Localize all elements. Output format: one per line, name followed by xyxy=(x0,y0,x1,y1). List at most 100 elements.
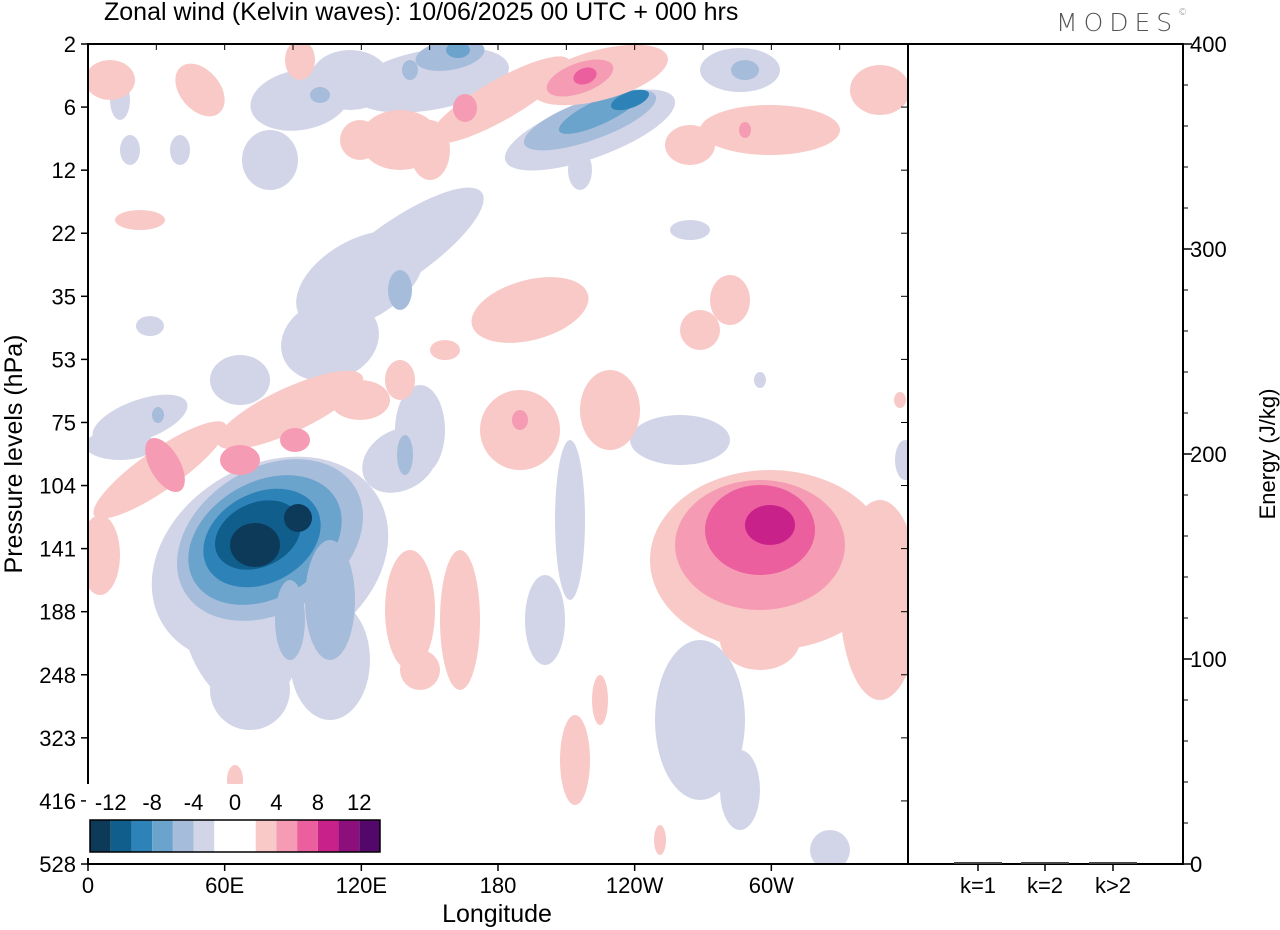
energy-bars xyxy=(954,862,1137,864)
energy-bar xyxy=(1089,862,1137,864)
energy-category-label: k>2 xyxy=(1095,873,1131,898)
contour-region xyxy=(680,310,720,350)
brand-logo: MODES© xyxy=(1056,8,1188,37)
energy-category-label: k=2 xyxy=(1027,873,1063,898)
contour-region xyxy=(592,675,608,725)
contour-region xyxy=(895,440,908,480)
colorbar-swatch xyxy=(110,820,132,852)
contour-region xyxy=(284,504,312,532)
energy-bar xyxy=(954,862,1002,864)
colorbar-swatch xyxy=(131,820,153,852)
contour-region xyxy=(453,94,477,122)
contour-region xyxy=(145,437,185,493)
contour-region xyxy=(446,44,470,58)
x-tick-label: 60E xyxy=(205,873,244,898)
contour-region xyxy=(440,550,480,690)
colorbar-label: 12 xyxy=(347,790,371,815)
colorbar-swatch xyxy=(255,820,277,852)
y-tick-label: 141 xyxy=(39,537,76,562)
contour-region xyxy=(88,60,135,100)
colorbar-label: -4 xyxy=(184,790,204,815)
contour-region xyxy=(568,150,592,190)
energy-tick-label: 200 xyxy=(1190,442,1227,467)
colorbar-legend: -12 -8 -4 0 4 8 12 xyxy=(86,784,384,858)
contour-region xyxy=(611,89,649,111)
contour-region xyxy=(665,125,715,165)
contour-region xyxy=(310,87,330,103)
contour-region xyxy=(430,340,460,360)
energy-category-label: k=1 xyxy=(960,873,996,898)
contour-region xyxy=(330,380,390,420)
contour-region xyxy=(471,277,589,343)
contour-region xyxy=(850,65,908,115)
energy-bar xyxy=(1021,862,1069,864)
contour-region xyxy=(745,505,795,545)
colorbar-swatch xyxy=(338,820,360,852)
colorbar-swatch xyxy=(297,820,318,852)
energy-tick-label: 0 xyxy=(1190,852,1202,877)
y-tick-label: 323 xyxy=(39,726,76,751)
y-axis-label: Pressure levels (hPa) xyxy=(0,335,28,574)
colorbar-frame xyxy=(89,819,381,853)
contour-region xyxy=(555,440,585,600)
contour-region xyxy=(573,67,597,85)
contour-region xyxy=(210,355,270,405)
contour-region xyxy=(810,830,850,864)
contour-region xyxy=(136,316,164,336)
energy-axis-ticks: 0 100 200 300 400 xyxy=(1183,32,1227,877)
colorbar-swatch xyxy=(193,820,215,852)
contour-region xyxy=(710,275,750,325)
contour-region xyxy=(280,428,310,452)
contour-region xyxy=(230,523,280,567)
energy-tick-label: 300 xyxy=(1190,237,1227,262)
contour-region xyxy=(670,220,710,240)
contour-region xyxy=(512,410,528,430)
zonal-wind-field xyxy=(88,44,908,864)
x-tick-label: 180 xyxy=(480,873,517,898)
contour-region xyxy=(88,430,155,460)
y-tick-label: 188 xyxy=(39,600,76,625)
x-tick-label: 60W xyxy=(749,873,794,898)
contour-region xyxy=(397,435,413,475)
contour-region xyxy=(410,120,450,180)
y-tick-label: 6 xyxy=(64,95,76,120)
colorbar-swatch xyxy=(172,820,194,852)
contour-region xyxy=(175,63,225,117)
chart-title: Zonal wind (Kelvin waves): 10/06/2025 00… xyxy=(104,0,739,26)
contour-region xyxy=(281,298,379,382)
contour-region xyxy=(720,610,800,670)
colorbar-swatch xyxy=(214,820,235,852)
y-tick-label: 2 xyxy=(64,32,76,57)
y-tick-label: 104 xyxy=(39,474,76,499)
y-tick-label: 35 xyxy=(52,284,76,309)
y-tick-label: 248 xyxy=(39,663,76,688)
y-tick-label: 416 xyxy=(39,789,76,814)
y-tick-label: 53 xyxy=(52,347,76,372)
energy-categories: k=1 k=2 k>2 xyxy=(960,864,1131,898)
colorbar-swatch xyxy=(317,820,339,852)
contour-region xyxy=(739,122,751,138)
colorbar-label: 4 xyxy=(270,790,282,815)
contour-region xyxy=(216,370,364,450)
contour-region xyxy=(894,392,906,408)
contour-region xyxy=(560,715,590,805)
x-axis-label: Longitude xyxy=(442,900,552,928)
contour-region xyxy=(731,60,759,80)
colorbar-label: -12 xyxy=(95,790,127,815)
contour-region xyxy=(220,445,260,475)
energy-plot-frame xyxy=(907,43,1184,865)
contour-region xyxy=(305,540,355,660)
contour-region xyxy=(385,550,435,670)
contour-region xyxy=(242,130,298,190)
contour-region xyxy=(210,650,290,730)
contour-region xyxy=(275,580,305,660)
energy-tick-label: 100 xyxy=(1190,647,1227,672)
contour-region xyxy=(152,407,164,423)
colorbar-swatch xyxy=(235,820,256,852)
colorbar-swatch xyxy=(276,820,298,852)
contour-region xyxy=(285,44,315,80)
x-tick-label: 120E xyxy=(336,873,387,898)
colorbar-swatch xyxy=(90,820,111,852)
contour-region xyxy=(88,515,120,595)
